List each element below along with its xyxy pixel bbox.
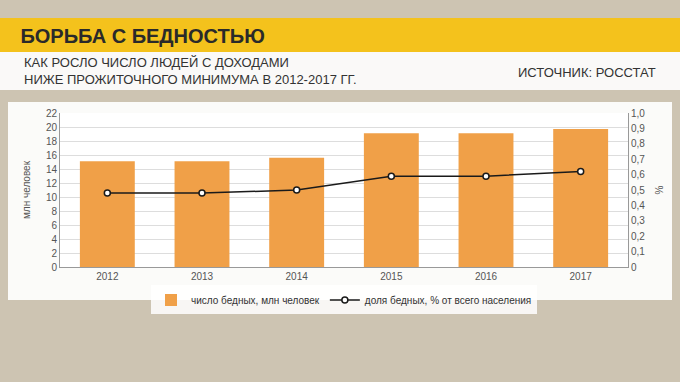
svg-text:БОРЬБА С БЕДНОСТЬЮ: БОРЬБА С БЕДНОСТЬЮ — [20, 25, 264, 47]
svg-text:млн человек: млн человек — [21, 160, 32, 219]
svg-text:0,1: 0,1 — [631, 246, 645, 257]
svg-text:6: 6 — [51, 220, 57, 231]
svg-text:1,0: 1,0 — [631, 108, 645, 119]
svg-text:0,9: 0,9 — [631, 123, 645, 134]
svg-text:20: 20 — [46, 122, 58, 133]
svg-text:8: 8 — [51, 206, 57, 217]
svg-text:22: 22 — [46, 108, 58, 119]
svg-text:%: % — [654, 185, 665, 194]
svg-text:0,2: 0,2 — [631, 231, 645, 242]
svg-text:0,6: 0,6 — [631, 169, 645, 180]
svg-text:0,3: 0,3 — [631, 215, 645, 226]
svg-text:0: 0 — [631, 262, 637, 273]
svg-text:0,8: 0,8 — [631, 138, 645, 149]
svg-text:2017: 2017 — [570, 271, 593, 282]
svg-text:2014: 2014 — [286, 271, 309, 282]
svg-text:4: 4 — [51, 234, 57, 245]
svg-text:0,4: 0,4 — [631, 200, 645, 211]
svg-text:доля бедных, % от всего населе: доля бедных, % от всего населения — [365, 295, 531, 306]
svg-text:0,5: 0,5 — [631, 185, 645, 196]
svg-text:10: 10 — [46, 192, 58, 203]
svg-text:12: 12 — [46, 178, 58, 189]
svg-text:0: 0 — [51, 262, 57, 273]
svg-text:2015: 2015 — [380, 271, 403, 282]
svg-text:0,7: 0,7 — [631, 154, 645, 165]
svg-text:ИСТОЧНИК: РОССТАТ: ИСТОЧНИК: РОССТАТ — [518, 65, 656, 80]
svg-text:2013: 2013 — [191, 271, 214, 282]
svg-text:16: 16 — [46, 150, 58, 161]
svg-text:18: 18 — [46, 136, 58, 147]
svg-text:2016: 2016 — [475, 271, 498, 282]
svg-text:14: 14 — [46, 164, 58, 175]
svg-text:2: 2 — [51, 248, 57, 259]
svg-text:КАК РОСЛО ЧИСЛО ЛЮДЕЙ С ДОХОДА: КАК РОСЛО ЧИСЛО ЛЮДЕЙ С ДОХОДАМИНИЖЕ ПРО… — [24, 55, 357, 87]
svg-text:2012: 2012 — [96, 271, 119, 282]
svg-text:число бедных, млн человек: число бедных, млн человек — [191, 295, 320, 306]
